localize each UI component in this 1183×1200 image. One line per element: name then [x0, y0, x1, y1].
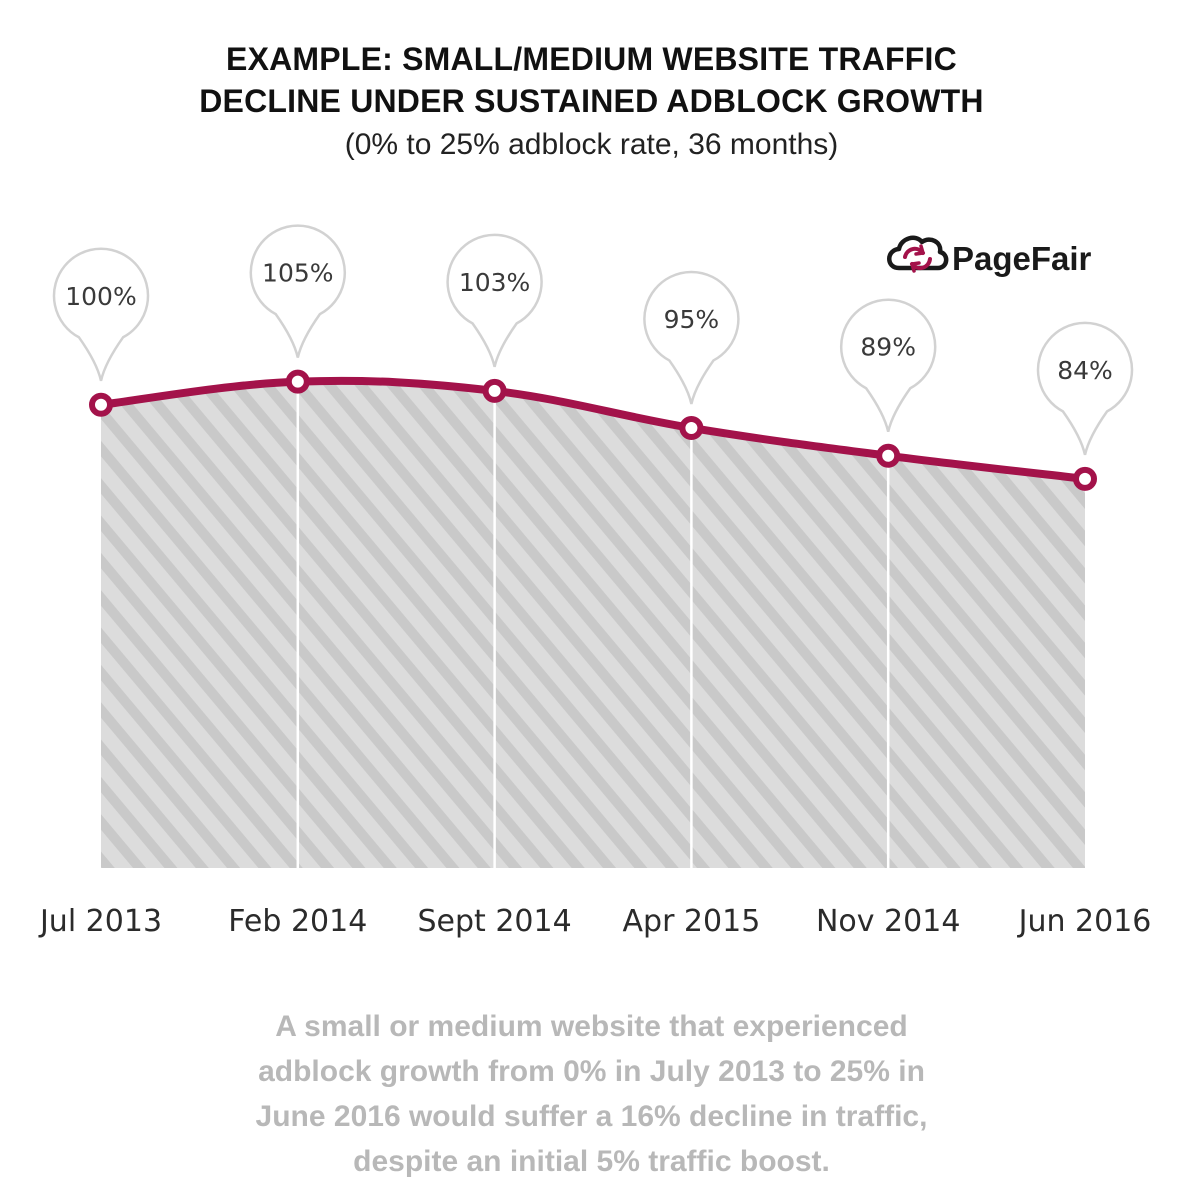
data-label-bubbles: 100% 105% 103% 95% 89% 84% [52, 224, 1134, 456]
chart-caption: A small or medium website that experienc… [0, 1004, 1183, 1184]
caption-line-3: June 2016 would suffer a 16% decline in … [255, 1100, 928, 1133]
cloud-sync-icon [887, 235, 949, 273]
data-label-bubble [839, 298, 937, 433]
data-point [1073, 466, 1097, 491]
caption-line-4: despite an initial 5% traffic boost. [353, 1145, 830, 1178]
data-point [679, 415, 704, 440]
caption-line-1: A small or medium website that experienc… [275, 1010, 908, 1043]
data-point [89, 392, 113, 417]
x-tick-label: Apr 2015 [623, 904, 761, 939]
data-point [285, 369, 310, 394]
x-tick-label: Nov 2014 [816, 904, 960, 939]
gridlines [296, 381, 890, 868]
data-label-bubble [1036, 321, 1134, 456]
x-tick-label: Jun 2016 [1017, 904, 1152, 939]
series-line [97, 376, 1089, 483]
data-label-bubble [643, 270, 740, 405]
area-fill [101, 380, 1085, 868]
area-layer [101, 380, 1085, 868]
data-label: 84% [1057, 356, 1113, 385]
data-label-bubble [249, 224, 347, 358]
data-label-bubble [52, 247, 150, 382]
data-label: 95% [664, 305, 720, 334]
data-label-bubble [446, 233, 543, 368]
chart-title-line-1: EXAMPLE: SMALL/MEDIUM WEBSITE TRAFFIC [226, 41, 957, 77]
data-label: 105% [262, 259, 333, 288]
data-label: 89% [860, 333, 916, 362]
chart-title-line-2: DECLINE UNDER SUSTAINED ADBLOCK GROWTH [199, 83, 984, 119]
traffic-area-chart: 100% 105% 103% 95% 89% 84% Jul 2013 Feb 2014 Se… [38, 224, 1151, 939]
x-axis-ticks: Jul 2013 Feb 2014 Sept 2014 Apr 2015 Nov 201… [38, 904, 1151, 939]
brand-name: PageFair [952, 240, 1092, 277]
x-tick-label: Feb 2014 [228, 904, 367, 939]
pagefair-logo: PageFair [887, 235, 1092, 277]
series-line-layer [97, 376, 1089, 483]
data-point [482, 378, 507, 403]
data-point [876, 443, 901, 468]
data-points [89, 369, 1097, 491]
data-label: 103% [459, 268, 530, 297]
caption-line-2: adblock growth from 0% in July 2013 to 2… [258, 1055, 925, 1088]
chart-title-block: EXAMPLE: SMALL/MEDIUM WEBSITE TRAFFIC DE… [0, 38, 1183, 168]
chart-subtitle: (0% to 25% adblock rate, 36 months) [344, 128, 839, 161]
data-label: 100% [65, 282, 136, 311]
x-tick-label: Jul 2013 [38, 904, 162, 939]
x-tick-label: Sept 2014 [417, 904, 571, 939]
